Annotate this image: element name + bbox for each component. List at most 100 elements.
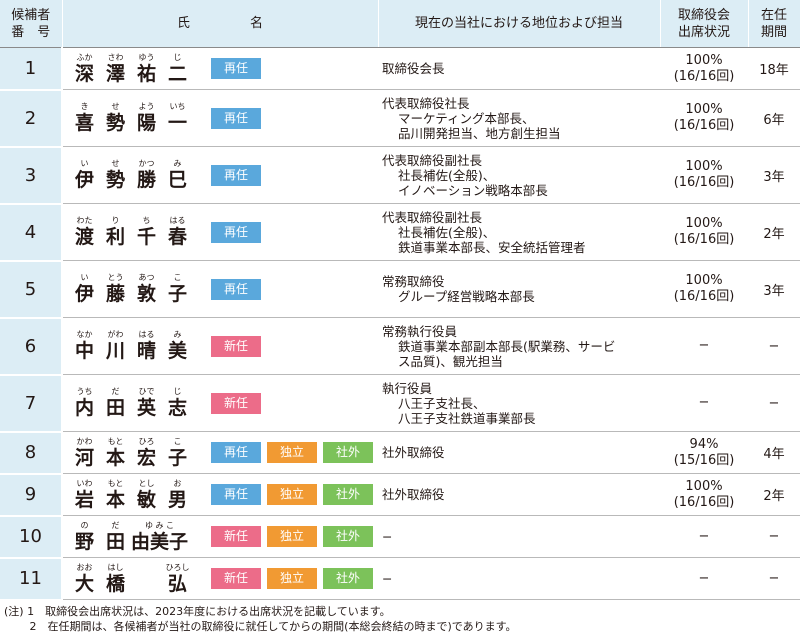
name-kanji: 英	[136, 397, 156, 419]
name-character: とう藤	[100, 273, 131, 305]
status-badge: 独立	[267, 484, 317, 505]
name-character: もと本	[100, 479, 131, 511]
name-reading: ひろし	[165, 562, 190, 572]
name-reading: はる	[169, 216, 186, 225]
name-kanji: 岩	[74, 488, 94, 511]
table-row: 8 かわ河もと本ひろ宏こ子再任 独立 社外 社外取締役 94% (15/16回) 4年	[0, 431, 800, 475]
position-cell: 代表取締役副社長 社長補佐(全般)、 イノベーション戦略本部長	[378, 146, 660, 204]
name-character: の野	[69, 521, 100, 553]
name-kanji: 陽	[136, 112, 156, 134]
attendance-rate: 100%	[685, 52, 723, 68]
name-character: い伊	[69, 273, 100, 305]
name-character: せ勢	[100, 159, 131, 191]
position-line: マーケティング本部長、	[398, 110, 535, 126]
name-reading: ふか	[76, 52, 93, 62]
tenure-cell: −	[748, 515, 800, 558]
attendance-cell: −	[660, 374, 748, 432]
position-line: 代表取締役副社長	[382, 209, 483, 225]
attendance-cell: −	[660, 515, 748, 558]
name-kanji: 由美子	[131, 530, 189, 553]
position-line: 執行役員	[382, 380, 433, 396]
position-line: 代表取締役副社長	[382, 152, 483, 168]
table-row: 7 うち内だ田ひで英じ志新任 執行役員 八王子支社長、 八王子支社鉄道事業部長 − −	[0, 374, 800, 433]
tenure-cell: 2年	[748, 203, 800, 261]
position-line: 社長補佐(全般)、	[398, 167, 496, 183]
name-character: はし橋	[100, 563, 131, 595]
name-kanji: 弘	[167, 572, 187, 595]
name-character: もと本	[100, 437, 131, 469]
name-reading: もと	[107, 436, 124, 446]
position-line: −	[382, 529, 393, 544]
attendance-rate: 100%	[685, 273, 723, 288]
name-reading: ひで	[138, 387, 155, 396]
name-kanji: 渡	[74, 226, 94, 248]
attendance-cell: 100% (16/16回)	[660, 203, 748, 261]
candidate-number: 5	[0, 260, 63, 319]
header-candidate-number: 候補者番 号	[0, 0, 63, 48]
name-reading: はる	[138, 330, 155, 339]
name-kanji: 田	[105, 397, 125, 419]
attendance-rate: 100%	[685, 102, 723, 117]
name-kanji: 大	[74, 572, 94, 595]
candidate-number: 7	[0, 374, 63, 433]
name-character	[131, 585, 162, 595]
tenure-cell: 3年	[748, 260, 800, 318]
status-badge: 再任	[211, 164, 261, 186]
name-character: うち内	[69, 387, 100, 419]
candidate-name-cell: ふか深さわ澤ゆう祐じ二再任	[62, 47, 378, 90]
name-reading: さわ	[107, 52, 124, 62]
table-row: 6 なか中がわ川はる晴み美新任 常務執行役員 鉄道事業本部副本部長(駅業務、サービ ス品…	[0, 317, 800, 376]
name-reading: よう	[138, 102, 155, 111]
name-reading: だ	[111, 387, 120, 396]
attendance-count: (16/16回)	[673, 232, 735, 247]
name-reading: せ	[111, 159, 120, 168]
name-kanji: 中	[74, 340, 94, 362]
name-character: なか中	[69, 330, 100, 362]
table-row: 4 わた渡り利ち千はる春再任 代表取締役副社長 社長補佐(全般)、 鉄道事業本部長、安全…	[0, 203, 800, 262]
candidate-name: いわ岩もと本とし敏お男	[69, 479, 211, 511]
position-line: 常務執行役員	[382, 323, 458, 339]
name-kanji: 澤	[105, 62, 125, 85]
attendance-rate: −	[698, 528, 710, 544]
name-character: せ勢	[100, 102, 131, 134]
table-row: 5 い伊とう藤あつ敦こ子再任 常務取締役 グループ経営戦略本部長 100% (16/16回…	[0, 260, 800, 319]
name-reading: あつ	[138, 273, 155, 282]
candidate-name-cell: き喜せ勢よう陽いち一再任	[62, 89, 378, 147]
name-kanji: 伊	[74, 169, 94, 191]
table-row: 9 いわ岩もと本とし敏お男再任 独立 社外 社外取締役 100% (16/16回) 2年	[0, 473, 800, 517]
attendance-cell: 100% (16/16回)	[660, 89, 748, 147]
candidate-name: の野だ田ゆ み こ由美子	[69, 521, 211, 553]
candidate-number: 11	[0, 557, 63, 601]
name-kanji: 宏	[136, 446, 156, 469]
name-reading: ち	[142, 216, 151, 225]
name-character: はる春	[162, 216, 193, 248]
header-attendance: 取締役会 出席状況	[660, 0, 749, 48]
name-kanji: 敏	[136, 488, 156, 511]
position-cell: 執行役員 八王子支社長、 八王子支社鉄道事業部長	[378, 374, 660, 432]
candidate-number: 4	[0, 203, 63, 262]
candidate-number: 8	[0, 431, 63, 475]
header-tenure: 在任 期間	[748, 0, 800, 48]
table-header-row: 候補者番 号 氏名 現在の当社における地位および担当 取締役会 出席状況 在任 期間	[0, 0, 800, 48]
name-kanji: 野	[74, 530, 94, 553]
name-reading: い	[80, 273, 89, 282]
position-cell: 代表取締役副社長 社長補佐(全般)、 鉄道事業本部長、安全統括管理者	[378, 203, 660, 261]
attendance-cell: 100% (16/16回)	[660, 146, 748, 204]
status-badge: 新任	[211, 392, 261, 414]
attendance-count: (15/16回)	[673, 452, 735, 468]
candidate-name-cell: わた渡り利ち千はる春再任	[62, 203, 378, 261]
position-cell: 社外取締役	[378, 473, 660, 516]
name-character: ゆ み こ由美子	[131, 521, 188, 553]
attendance-rate: −	[698, 395, 710, 410]
name-reading: こ	[173, 273, 182, 282]
name-kanji: 喜	[74, 112, 94, 134]
attendance-count: (16/16回)	[673, 175, 735, 190]
candidate-name-cell: いわ岩もと本とし敏お男再任 独立 社外	[62, 473, 378, 516]
name-character: あつ敦	[131, 273, 162, 305]
attendance-cell: 100% (16/16回)	[660, 47, 748, 90]
status-badge: 再任	[211, 278, 261, 300]
position-line: 鉄道事業本部副本部長(駅業務、サービ	[398, 338, 616, 354]
attendance-rate: −	[698, 570, 710, 586]
name-kanji: 河	[74, 446, 94, 469]
name-kanji: 橋	[105, 572, 125, 595]
